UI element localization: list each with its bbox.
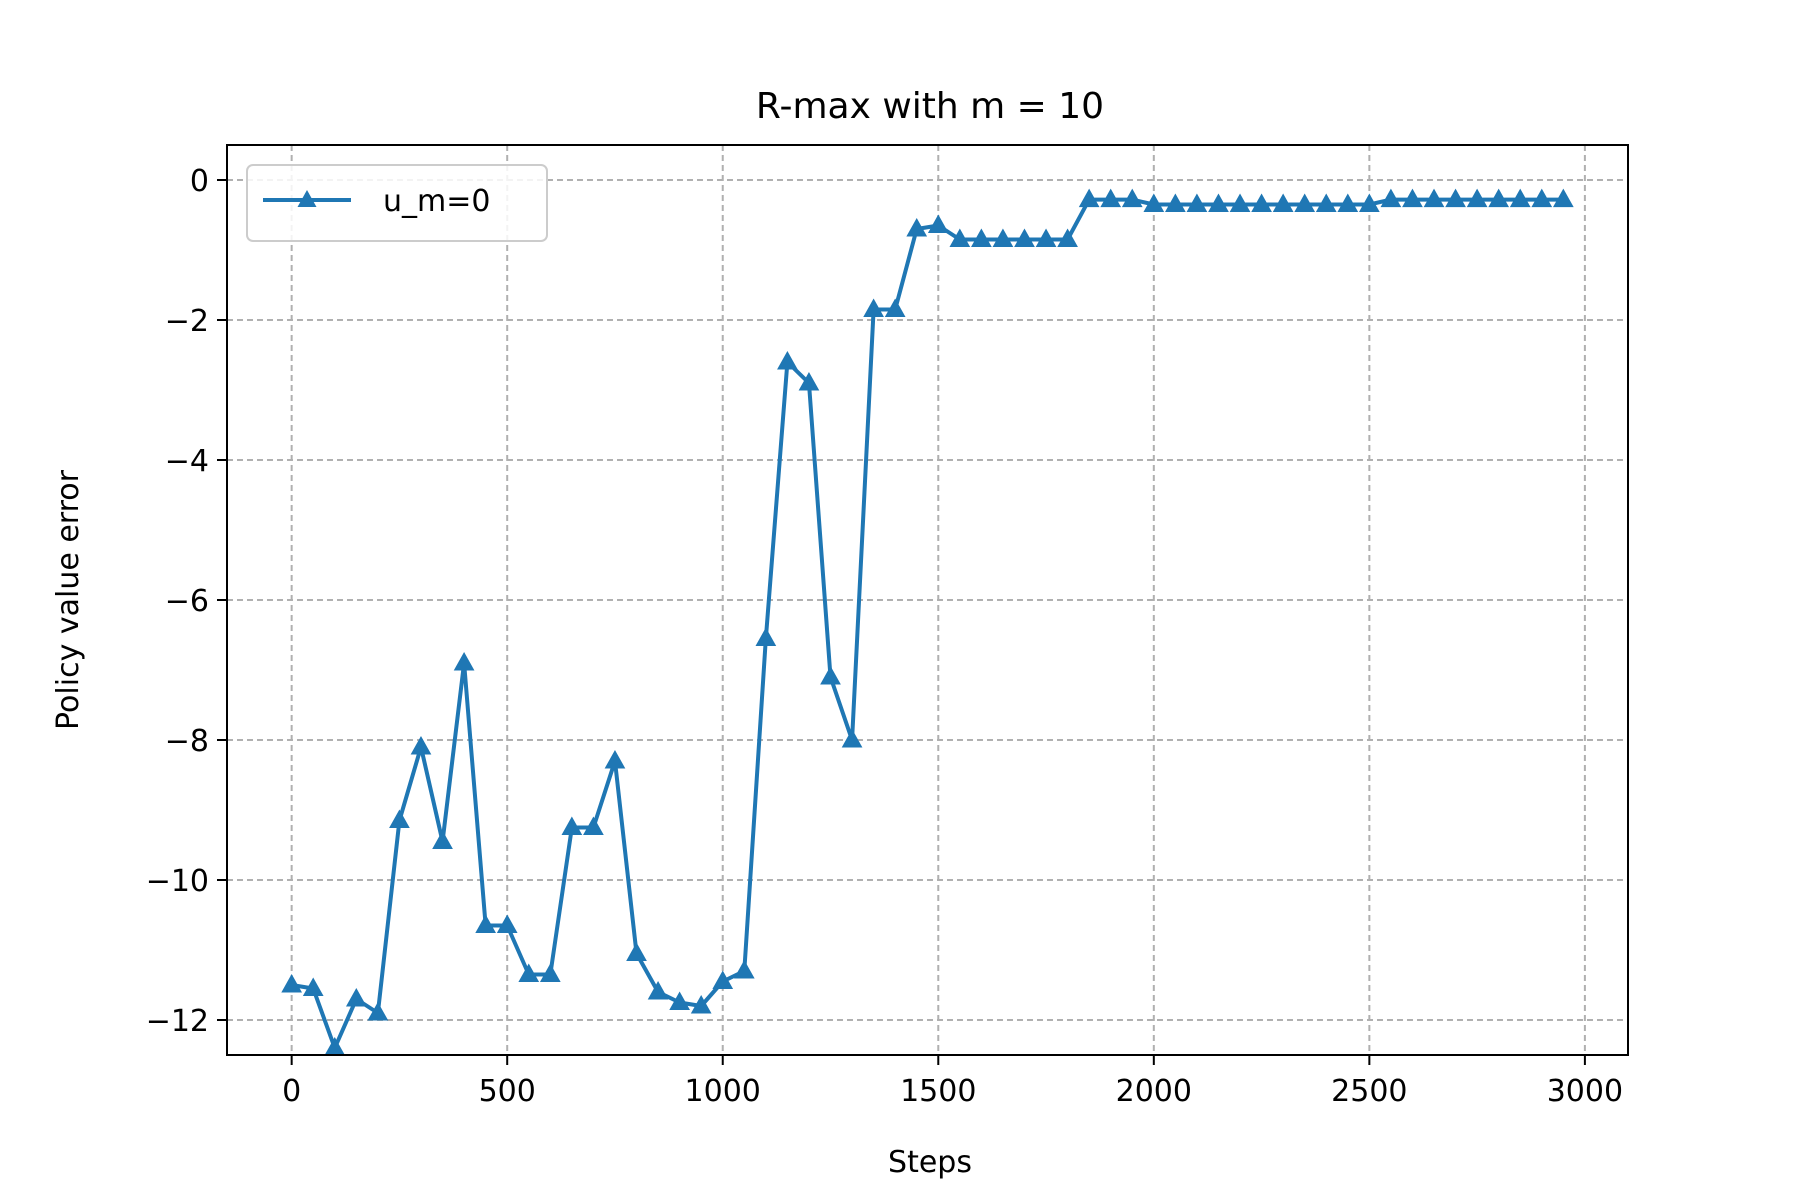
data-point	[1186, 193, 1208, 212]
data-point	[1229, 193, 1251, 212]
y-tick-label: −4	[165, 444, 209, 479]
data-point	[906, 217, 928, 237]
data-point	[647, 980, 669, 1000]
y-tick-label: 0	[190, 164, 209, 199]
data-point	[1272, 193, 1294, 212]
data-point	[496, 914, 518, 933]
data-point	[1488, 188, 1510, 208]
data-point	[1402, 188, 1423, 208]
data-point	[1531, 188, 1553, 208]
data-point	[410, 735, 432, 755]
data-point	[561, 816, 583, 835]
legend-label: u_m=0	[383, 184, 490, 219]
data-point	[798, 371, 820, 391]
data-point	[971, 228, 992, 247]
data-point	[690, 994, 712, 1014]
x-tick-label: 2500	[1331, 1074, 1407, 1109]
legend: u_m=0	[246, 164, 548, 242]
data-point	[1359, 193, 1380, 212]
data-point	[927, 214, 949, 233]
plot-series	[281, 188, 1574, 1056]
y-tick-label: −2	[165, 304, 209, 339]
data-point	[345, 987, 367, 1007]
x-tick-label: 1000	[685, 1074, 761, 1109]
x-axis: 0 500 1000 1500 2000 2500 3000	[282, 1055, 1623, 1109]
y-tick-label: −12	[146, 1004, 209, 1039]
data-point	[1057, 228, 1078, 247]
data-point	[1035, 228, 1057, 247]
data-point	[820, 665, 841, 685]
data-point	[777, 350, 798, 370]
data-point	[453, 651, 475, 671]
data-point	[432, 830, 453, 849]
data-point	[1423, 188, 1445, 208]
y-tick-label: −8	[165, 724, 209, 759]
x-tick-label: 1500	[900, 1074, 976, 1109]
data-point	[539, 963, 561, 982]
data-point	[1165, 193, 1186, 212]
data-point	[518, 963, 540, 982]
legend-marker	[297, 190, 317, 207]
x-tick-label: 2000	[1116, 1074, 1192, 1109]
data-point	[1143, 193, 1165, 212]
data-point	[755, 627, 777, 646]
data-point	[669, 991, 690, 1010]
data-point	[1100, 188, 1122, 208]
grid-lines	[227, 145, 1628, 1055]
data-point	[884, 298, 906, 317]
data-point	[841, 728, 863, 748]
y-tick-label: −10	[146, 864, 209, 899]
data-point	[1014, 228, 1035, 247]
data-point	[475, 914, 496, 933]
chart-title: R-max with m = 10	[756, 86, 1104, 127]
data-point	[949, 228, 971, 247]
data-point	[1251, 193, 1272, 212]
y-tick-label: −6	[165, 584, 209, 619]
x-tick-label: 500	[479, 1074, 536, 1109]
data-point	[1078, 188, 1100, 208]
data-point	[367, 1001, 389, 1021]
y-axis-label: Policy value error	[51, 469, 86, 730]
data-point	[1466, 188, 1488, 208]
data-point	[1294, 193, 1316, 212]
data-point	[1337, 193, 1359, 212]
x-axis-label: Steps	[888, 1145, 972, 1180]
data-point	[1509, 188, 1531, 208]
data-point	[733, 959, 755, 979]
data-point	[712, 970, 734, 989]
data-point	[1552, 188, 1574, 208]
data-point	[626, 942, 647, 961]
data-point	[1445, 188, 1466, 208]
x-tick-label: 0	[282, 1074, 301, 1109]
data-point	[992, 228, 1014, 247]
data-point	[863, 298, 884, 317]
data-point	[1380, 188, 1402, 208]
data-point	[281, 973, 303, 993]
data-point	[1208, 193, 1229, 212]
data-point	[302, 977, 324, 996]
data-point	[1315, 193, 1337, 212]
data-point	[1121, 188, 1143, 208]
x-tick-label: 3000	[1547, 1074, 1623, 1109]
data-point	[583, 816, 604, 835]
data-point	[389, 809, 410, 828]
legend-box	[246, 164, 548, 242]
data-point	[604, 749, 626, 769]
y-axis: 0 −2 −4 −6 −8 −10 −12	[146, 164, 227, 1039]
